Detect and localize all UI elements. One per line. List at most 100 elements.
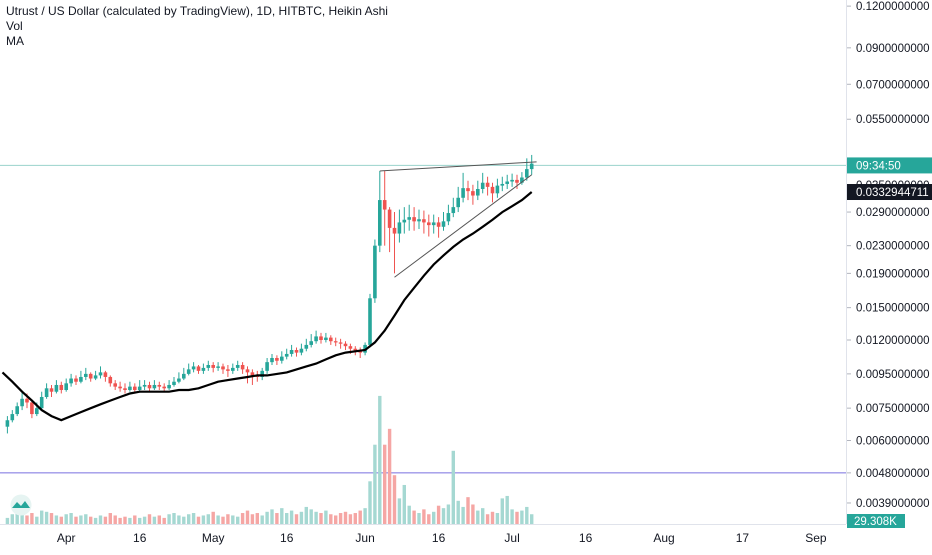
candle[interactable]: [490, 182, 495, 203]
candle[interactable]: [59, 381, 64, 394]
candle[interactable]: [196, 364, 201, 374]
trendlines[interactable]: [379, 161, 537, 278]
candle[interactable]: [309, 334, 313, 348]
candle[interactable]: [79, 370, 83, 384]
candle[interactable]: [39, 391, 44, 411]
candle[interactable]: [382, 170, 387, 246]
candle[interactable]: [49, 384, 54, 397]
candle[interactable]: [69, 373, 73, 387]
candle[interactable]: [299, 343, 304, 356]
candle[interactable]: [245, 366, 250, 384]
candle[interactable]: [387, 207, 392, 253]
candle[interactable]: [329, 335, 333, 345]
candle[interactable]: [343, 341, 348, 351]
candle[interactable]: [500, 176, 505, 192]
candle[interactable]: [461, 172, 465, 203]
candle[interactable]: [186, 363, 191, 376]
candle[interactable]: [88, 372, 93, 382]
candle[interactable]: [93, 370, 98, 381]
candle[interactable]: [260, 367, 264, 381]
candle[interactable]: [427, 214, 431, 237]
candle[interactable]: [456, 186, 460, 213]
legend-title[interactable]: Utrust / US Dollar (calculated by Tradin…: [6, 4, 388, 18]
candle[interactable]: [128, 381, 132, 392]
candle[interactable]: [284, 348, 289, 360]
candle[interactable]: [152, 380, 157, 391]
candle[interactable]: [177, 372, 181, 384]
candle[interactable]: [471, 184, 475, 205]
candle[interactable]: [10, 410, 15, 423]
candle[interactable]: [289, 344, 294, 357]
candle[interactable]: [338, 338, 343, 349]
candle[interactable]: [373, 239, 377, 303]
candle[interactable]: [113, 380, 117, 391]
candle[interactable]: [378, 170, 382, 253]
trendline-1[interactable]: [394, 174, 532, 278]
candle[interactable]: [167, 380, 171, 391]
candle[interactable]: [30, 400, 34, 419]
candle[interactable]: [211, 362, 215, 373]
candle[interactable]: [162, 383, 166, 392]
candle[interactable]: [44, 383, 49, 399]
candle[interactable]: [235, 360, 240, 371]
candle[interactable]: [20, 391, 24, 411]
candle[interactable]: [172, 376, 176, 387]
candle[interactable]: [436, 217, 441, 238]
candle[interactable]: [358, 347, 362, 358]
candle[interactable]: [324, 332, 328, 343]
candle[interactable]: [64, 378, 68, 392]
candle[interactable]: [402, 207, 407, 234]
candle[interactable]: [446, 204, 451, 226]
candle[interactable]: [103, 370, 108, 382]
price-axis[interactable]: 0.1200000000 0.0900000000 0.0700000000 0.05…: [847, 1, 930, 510]
candle[interactable]: [240, 362, 245, 374]
candle[interactable]: [407, 204, 411, 231]
candle[interactable]: [123, 383, 127, 394]
candle[interactable]: [191, 362, 196, 373]
candle[interactable]: [226, 364, 230, 377]
candle[interactable]: [182, 367, 186, 381]
candle[interactable]: [476, 180, 480, 201]
candle[interactable]: [221, 363, 225, 374]
candle[interactable]: [275, 355, 279, 365]
candle[interactable]: [54, 380, 59, 394]
candle[interactable]: [505, 174, 509, 189]
candle[interactable]: [74, 375, 78, 385]
candle[interactable]: [431, 214, 436, 234]
candle[interactable]: [304, 338, 309, 352]
candle[interactable]: [515, 174, 519, 189]
candle[interactable]: [412, 207, 416, 231]
candle[interactable]: [368, 293, 372, 348]
candle[interactable]: [314, 330, 318, 344]
legend-vol[interactable]: Vol: [6, 19, 23, 33]
candle[interactable]: [137, 380, 142, 392]
candle[interactable]: [294, 347, 299, 357]
candle[interactable]: [5, 416, 10, 434]
candle[interactable]: [333, 337, 338, 347]
candle[interactable]: [265, 357, 269, 374]
candle[interactable]: [451, 197, 456, 218]
candle[interactable]: [98, 366, 103, 379]
candle[interactable]: [157, 381, 162, 391]
candle[interactable]: [397, 209, 402, 243]
candle[interactable]: [206, 360, 211, 371]
candle[interactable]: [495, 178, 500, 198]
candle[interactable]: [392, 212, 397, 274]
time-axis[interactable]: Apr 16 May 16 Jun 16 Jul 16 Aug 17 Sep: [57, 531, 827, 545]
candle[interactable]: [280, 351, 284, 364]
candle[interactable]: [422, 210, 426, 234]
candle[interactable]: [15, 402, 19, 417]
candle[interactable]: [142, 380, 147, 391]
tradingview-logo-icon[interactable]: [6, 494, 36, 516]
candle[interactable]: [417, 209, 421, 230]
candle[interactable]: [319, 332, 323, 344]
candle[interactable]: [108, 375, 113, 387]
candle[interactable]: [510, 173, 514, 187]
candle[interactable]: [270, 353, 274, 365]
candle[interactable]: [118, 381, 122, 392]
candle[interactable]: [231, 363, 235, 374]
candle[interactable]: [441, 212, 446, 231]
candle[interactable]: [201, 363, 206, 374]
